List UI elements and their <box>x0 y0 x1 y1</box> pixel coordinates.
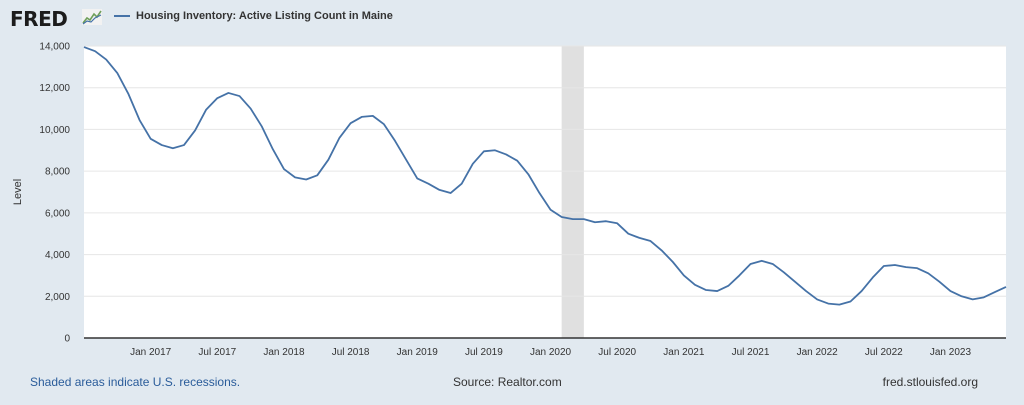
y-tick-label: 10,000 <box>39 125 70 136</box>
x-tick-label: Jan 2020 <box>530 347 572 358</box>
y-tick-label: 14,000 <box>39 42 70 53</box>
y-axis-label: Level <box>12 179 24 205</box>
x-tick-label: Jan 2021 <box>663 347 705 358</box>
x-tick-label: Jul 2022 <box>865 347 903 358</box>
fred-logo-graph-icon <box>82 9 102 25</box>
y-tick-label: 8,000 <box>45 167 70 178</box>
x-tick-label: Jan 2018 <box>263 347 305 358</box>
x-tick-label: Jul 2018 <box>332 347 370 358</box>
x-tick-label: Jan 2019 <box>397 347 439 358</box>
x-tick-label: Jul 2021 <box>732 347 770 358</box>
source-text: Source: Realtor.com <box>453 375 562 389</box>
chart-legend[interactable]: Housing Inventory: Active Listing Count … <box>114 10 393 22</box>
recession-shade <box>561 46 584 338</box>
y-tick-label: 2,000 <box>45 292 70 303</box>
x-tick-label: Jul 2017 <box>198 347 236 358</box>
y-tick-label: 0 <box>64 334 70 345</box>
y-tick-label: 6,000 <box>45 208 70 219</box>
recession-note: Shaded areas indicate U.S. recessions. <box>30 375 241 389</box>
fred-logo[interactable]: FRED <box>10 7 68 31</box>
x-tick-label: Jan 2023 <box>930 347 972 358</box>
series-line[interactable] <box>83 46 1007 306</box>
legend-series-swatch <box>114 15 130 17</box>
y-tick-label: 12,000 <box>39 83 70 94</box>
legend-series-label: Housing Inventory: Active Listing Count … <box>136 10 393 22</box>
x-tick-label: Jan 2022 <box>797 347 839 358</box>
site-link[interactable]: fred.stlouisfed.org <box>882 375 978 389</box>
x-tick-label: Jul 2019 <box>465 347 503 358</box>
plot-area <box>84 46 1006 338</box>
x-tick-label: Jul 2020 <box>598 347 636 358</box>
x-tick-label: Jan 2017 <box>130 347 172 358</box>
y-tick-label: 4,000 <box>45 250 70 261</box>
line-chart[interactable]: 02,0004,0006,0008,00010,00012,00014,000 … <box>0 0 1024 370</box>
